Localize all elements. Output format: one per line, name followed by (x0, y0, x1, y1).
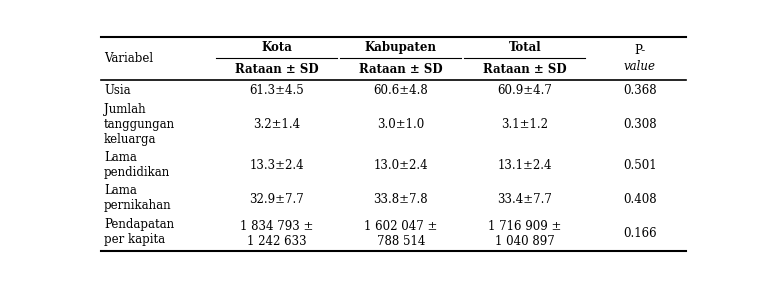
Text: 33.8±7.8: 33.8±7.8 (373, 192, 428, 206)
Text: Rataan ± SD: Rataan ± SD (483, 63, 567, 76)
Text: Kabupaten: Kabupaten (365, 41, 437, 54)
Text: 33.4±7.7: 33.4±7.7 (498, 192, 552, 206)
Text: 13.1±2.4: 13.1±2.4 (498, 159, 552, 172)
Text: 32.9±7.7: 32.9±7.7 (249, 192, 304, 206)
Text: 13.0±2.4: 13.0±2.4 (373, 159, 428, 172)
Text: 0.308: 0.308 (623, 118, 657, 131)
Text: 1 716 909 ±
1 040 897: 1 716 909 ± 1 040 897 (488, 220, 562, 248)
Text: Kota: Kota (261, 41, 293, 54)
Text: Lama
pendidikan: Lama pendidikan (104, 151, 171, 179)
Text: 61.3±4.5: 61.3±4.5 (249, 84, 304, 97)
Text: P-: P- (635, 44, 645, 57)
Text: Variabel: Variabel (104, 52, 153, 65)
Text: 3.0±1.0: 3.0±1.0 (377, 118, 424, 131)
Text: Jumlah
tanggungan
keluarga: Jumlah tanggungan keluarga (104, 103, 175, 146)
Text: 1 834 793 ±
1 242 633: 1 834 793 ± 1 242 633 (240, 220, 313, 248)
Text: Rataan ± SD: Rataan ± SD (359, 63, 443, 76)
Text: 0.166: 0.166 (623, 227, 657, 240)
Text: 60.9±4.7: 60.9±4.7 (498, 84, 552, 97)
Text: 3.1±1.2: 3.1±1.2 (501, 118, 549, 131)
Text: 0.501: 0.501 (623, 159, 657, 172)
Text: 1 602 047 ±
788 514: 1 602 047 ± 788 514 (364, 220, 437, 248)
Text: Pendapatan
per kapita: Pendapatan per kapita (104, 218, 174, 246)
Text: Rataan ± SD: Rataan ± SD (235, 63, 319, 76)
Text: Total: Total (508, 41, 541, 54)
Text: 60.6±4.8: 60.6±4.8 (373, 84, 428, 97)
Text: 13.3±2.4: 13.3±2.4 (249, 159, 304, 172)
Text: Usia: Usia (104, 84, 131, 97)
Text: value: value (624, 59, 656, 73)
Text: Lama
pernikahan: Lama pernikahan (104, 184, 171, 212)
Text: 0.408: 0.408 (623, 192, 657, 206)
Text: 3.2±1.4: 3.2±1.4 (253, 118, 300, 131)
Text: 0.368: 0.368 (623, 84, 657, 97)
